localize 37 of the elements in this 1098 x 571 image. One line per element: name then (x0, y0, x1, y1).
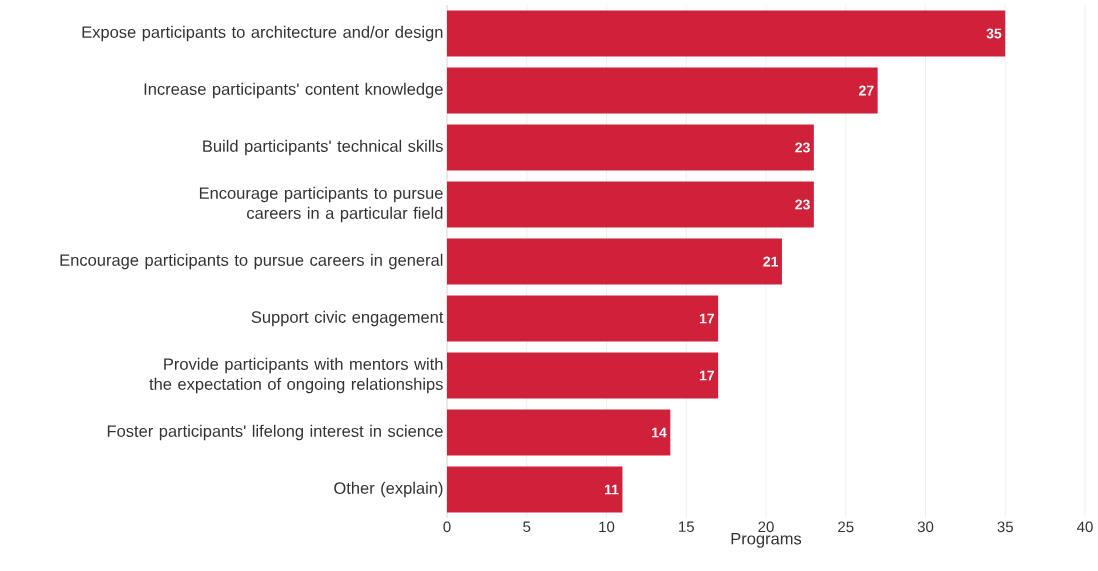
y-tick-label: Foster participants' lifelong interest in science (107, 424, 443, 441)
x-tick-label: 30 (917, 521, 934, 533)
data-label: 23 (795, 142, 810, 153)
x-axis-title: Programs (731, 532, 802, 548)
x-tick-label: 25 (838, 521, 854, 533)
data-label: 27 (859, 85, 874, 96)
y-tick-label: Support civic engagement (251, 310, 444, 327)
x-tick-label: 10 (599, 521, 615, 533)
x-tick-label: 35 (997, 521, 1013, 533)
y-tick-label: Build participants' technical skills (203, 139, 443, 156)
y-tick-label: Other (explain) (334, 481, 443, 498)
x-tick-label: 20 (758, 521, 774, 533)
x-tick-label: 40 (1077, 521, 1093, 533)
bar (447, 181, 814, 228)
data-label: 21 (763, 256, 779, 267)
data-label: 35 (986, 28, 1002, 39)
bar (447, 238, 782, 285)
data-label: 14 (652, 427, 667, 438)
bar (447, 124, 814, 171)
bar (447, 67, 878, 114)
x-tick-label: 5 (523, 521, 531, 532)
bar (447, 295, 719, 342)
bar (447, 352, 719, 399)
y-tick-label: Expose participants to architecture and/or design (82, 25, 443, 42)
y-tick-label: Encourage participants to pursue careers in general (60, 253, 443, 270)
bar (447, 10, 1006, 57)
bar (447, 466, 623, 513)
y-tick-label: Increase participants' content knowledge (144, 82, 443, 99)
y-tick-label: Provide participants with mentors with the expectation of ongoing relationships (149, 357, 443, 394)
data-label: 11 (605, 484, 619, 495)
data-label: 17 (699, 313, 715, 324)
y-tick-label: Encourage participants to pursue careers in a particular field (199, 186, 443, 223)
bar (447, 409, 671, 456)
data-label: 17 (699, 370, 715, 381)
data-label: 23 (795, 199, 810, 210)
x-tick-label: 15 (679, 521, 694, 532)
x-tick-label: 0 (443, 521, 451, 533)
